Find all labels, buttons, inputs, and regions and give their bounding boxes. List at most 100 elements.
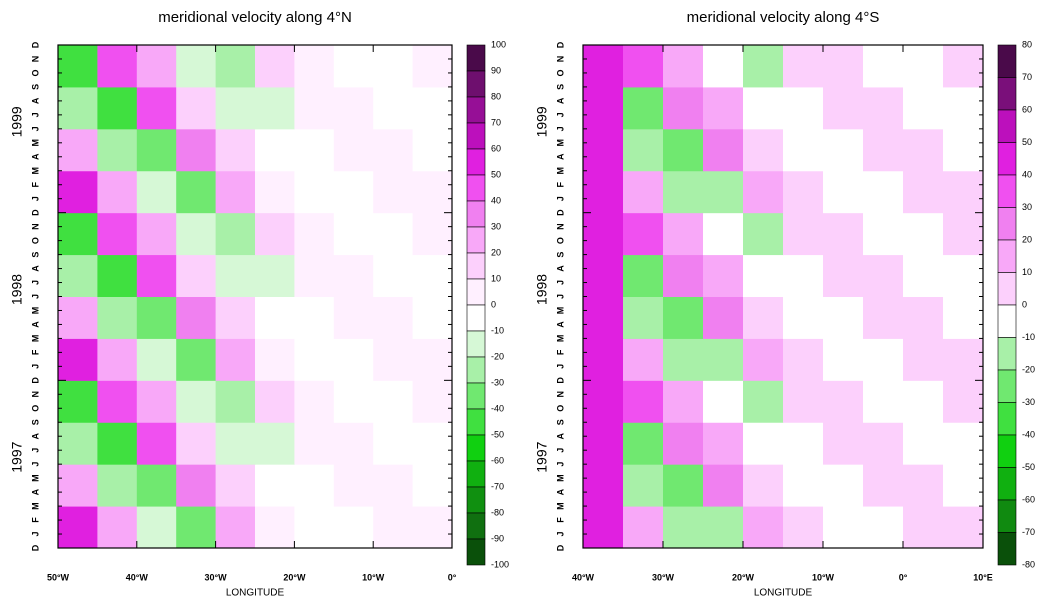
field-cell bbox=[823, 422, 864, 465]
field-cell bbox=[294, 86, 335, 130]
colorbar-bin bbox=[466, 356, 486, 384]
field-cell bbox=[823, 212, 864, 256]
field-cell bbox=[783, 422, 824, 465]
field-cell bbox=[294, 296, 335, 339]
field-cell bbox=[623, 212, 664, 256]
colorbar-label: -30 bbox=[1022, 397, 1035, 407]
field-cell bbox=[136, 212, 177, 256]
field-cell bbox=[663, 170, 704, 214]
field-cell bbox=[176, 254, 217, 297]
x-tick-label: 30°W bbox=[652, 572, 675, 582]
colorbar-bin bbox=[997, 77, 1017, 111]
field-cell bbox=[823, 86, 864, 130]
month-label: M bbox=[30, 502, 40, 510]
field-cell bbox=[743, 45, 784, 88]
colorbar-label: 100 bbox=[491, 39, 506, 49]
colorbar-label: -40 bbox=[1022, 429, 1035, 439]
x-tick-label: 10°W bbox=[362, 572, 385, 582]
field-cell bbox=[783, 170, 824, 214]
month-label: O bbox=[30, 237, 40, 244]
month-label: D bbox=[555, 377, 565, 384]
field-cell bbox=[663, 506, 704, 549]
colorbar-label: 90 bbox=[491, 65, 501, 75]
field-cell bbox=[255, 212, 295, 256]
x-tick-label: 50°W bbox=[47, 572, 70, 582]
month-label: J bbox=[30, 280, 40, 285]
field-cell bbox=[255, 464, 295, 507]
field-cell bbox=[943, 380, 984, 423]
month-label: M bbox=[555, 307, 565, 315]
month-label: M bbox=[30, 474, 40, 482]
field-cell bbox=[176, 128, 217, 172]
field-cell bbox=[412, 170, 453, 214]
field-cell bbox=[97, 254, 138, 297]
month-label: S bbox=[555, 252, 565, 258]
field-cell bbox=[97, 212, 138, 256]
x-axis-label: LONGITUDE bbox=[226, 588, 285, 599]
field-cell bbox=[663, 212, 704, 256]
colorbar-bin bbox=[466, 460, 486, 488]
field-cell bbox=[412, 422, 453, 465]
field-cell bbox=[663, 464, 704, 507]
field-cell bbox=[663, 128, 704, 172]
month-label: A bbox=[555, 321, 565, 328]
field-cell bbox=[783, 506, 824, 549]
field-cell bbox=[703, 212, 744, 256]
field-cell bbox=[663, 338, 704, 381]
field-cell bbox=[863, 296, 904, 339]
field-cell bbox=[583, 380, 624, 423]
colorbar-bin bbox=[997, 402, 1017, 436]
month-label: M bbox=[555, 474, 565, 482]
colorbar-bin bbox=[997, 109, 1017, 143]
field-cell bbox=[903, 380, 944, 423]
field-cell bbox=[703, 506, 744, 549]
month-label: J bbox=[30, 112, 40, 117]
field-cell bbox=[255, 422, 295, 465]
field-cell bbox=[294, 45, 335, 88]
field-cell bbox=[583, 212, 624, 256]
field-cell bbox=[903, 254, 944, 297]
field-cell bbox=[663, 422, 704, 465]
field-cell bbox=[333, 296, 374, 339]
month-label: N bbox=[555, 223, 565, 230]
month-label: A bbox=[30, 321, 40, 328]
field-cell bbox=[215, 86, 256, 130]
month-label: J bbox=[555, 462, 565, 467]
field-cell bbox=[943, 506, 984, 549]
field-cell bbox=[58, 422, 98, 465]
field-cell bbox=[333, 506, 374, 549]
colorbar-label: -40 bbox=[491, 403, 504, 413]
field-cell bbox=[863, 86, 904, 130]
field-cell bbox=[903, 128, 944, 172]
month-label: J bbox=[555, 280, 565, 285]
field-cell bbox=[823, 45, 864, 88]
field-cell bbox=[255, 338, 295, 381]
month-label: J bbox=[555, 112, 565, 117]
month-label: F bbox=[30, 517, 40, 523]
field-cell bbox=[903, 506, 944, 549]
field-cell bbox=[373, 464, 414, 507]
colorbar-bin bbox=[997, 434, 1017, 468]
month-label: M bbox=[30, 335, 40, 343]
field-cell bbox=[783, 128, 824, 172]
colorbar-bin bbox=[997, 499, 1017, 533]
field-cell bbox=[136, 380, 177, 423]
field-cell bbox=[583, 128, 624, 172]
field-cell bbox=[58, 464, 98, 507]
field-cell bbox=[903, 212, 944, 256]
field-cell bbox=[943, 338, 984, 381]
field-cell bbox=[743, 170, 784, 214]
field-cell bbox=[703, 338, 744, 381]
field-cell bbox=[663, 254, 704, 297]
x-tick-label: 30°W bbox=[205, 572, 228, 582]
field-cell bbox=[623, 506, 664, 549]
colorbar-bin bbox=[466, 538, 486, 566]
colorbar-bin bbox=[997, 304, 1017, 338]
field-cell bbox=[663, 296, 704, 339]
field-cell bbox=[743, 296, 784, 339]
colorbar-bin bbox=[466, 174, 486, 202]
colorbar-bin bbox=[997, 337, 1017, 371]
field-cell bbox=[255, 45, 295, 88]
colorbar-label: 70 bbox=[491, 117, 501, 127]
x-tick-label: 40°W bbox=[572, 572, 595, 582]
